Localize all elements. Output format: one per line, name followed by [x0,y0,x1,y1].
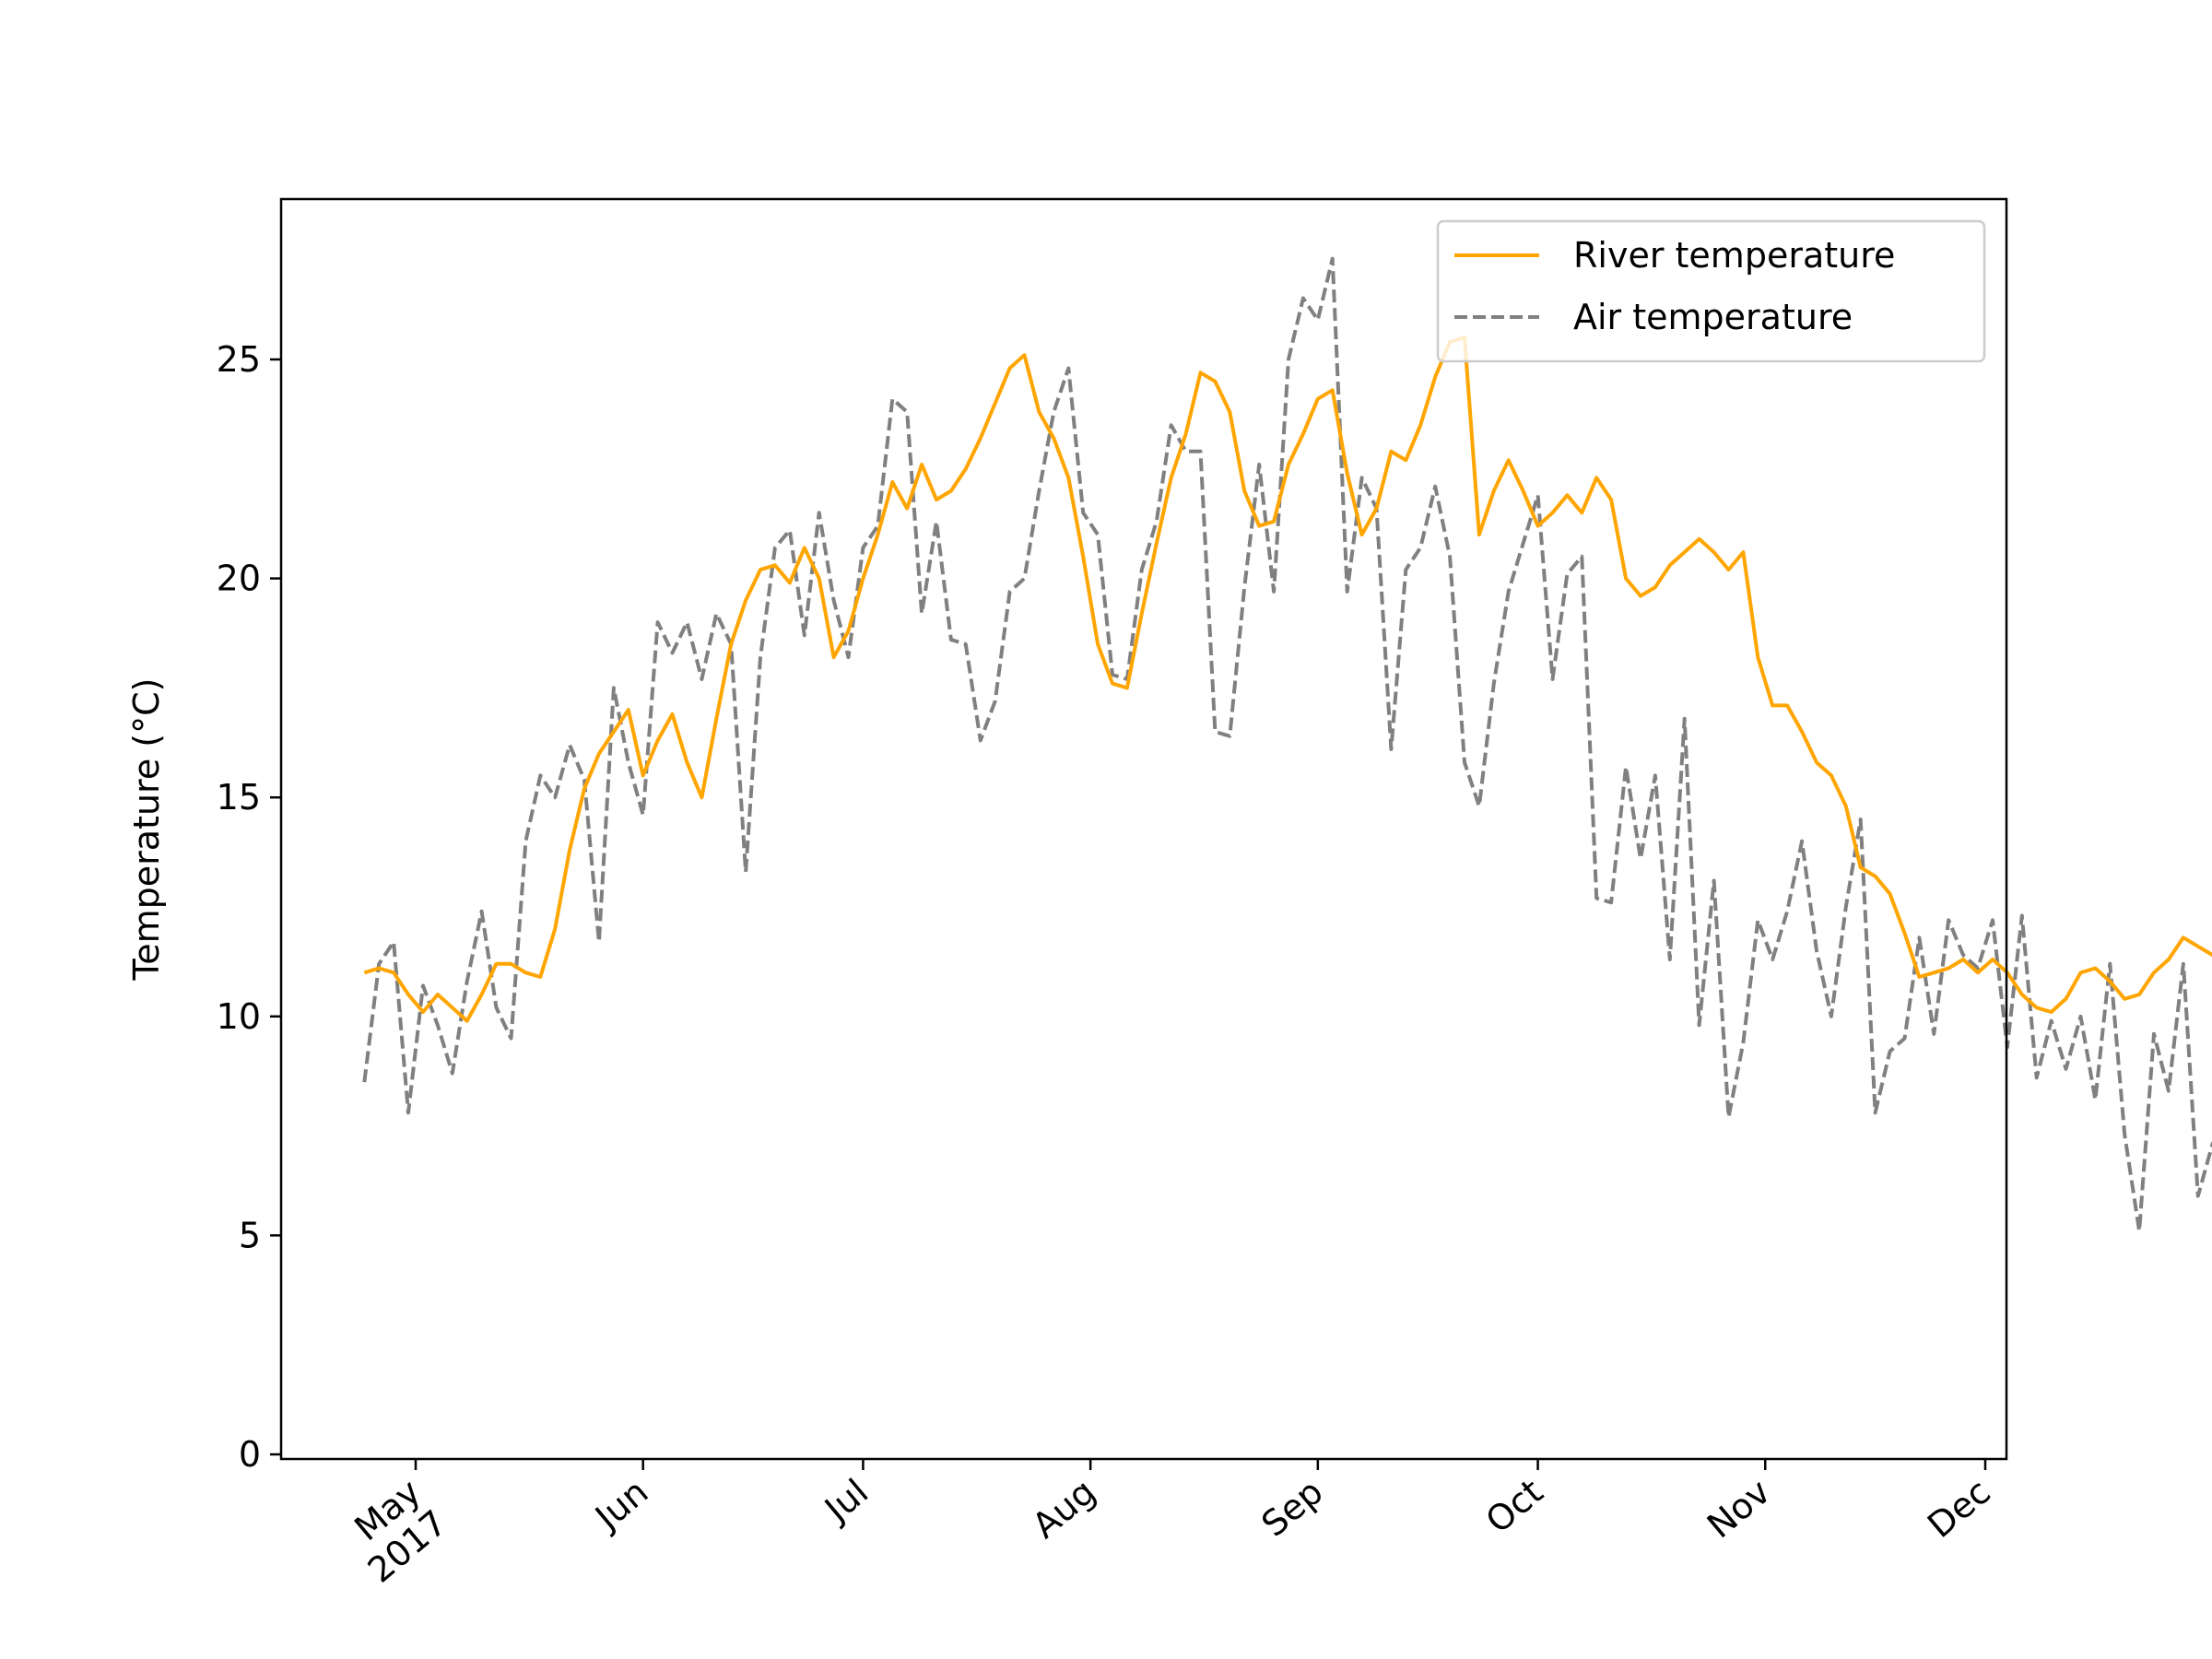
y-axis-label: Temperature (°C) [126,678,167,982]
y-tick-label: 20 [217,559,261,599]
legend-box [1436,219,1986,363]
y-tick-label: 5 [239,1215,261,1255]
axes-frame [279,197,2008,1461]
legend: River temperature Air temperature [1436,219,1986,363]
legend-label: Air temperature [1573,297,1853,337]
plot-lines [362,256,2212,1233]
legend-label: River temperature [1573,235,1895,276]
y-tick-label: 15 [217,777,261,818]
y-tick-label: 25 [217,339,261,380]
y-axis: 0 5 10 15 20 25 [217,339,281,1475]
series-line-air [362,256,2212,1233]
y-tick-label: 10 [217,996,261,1037]
series-line-river [363,335,2212,1023]
y-tick-label: 0 [239,1434,261,1475]
